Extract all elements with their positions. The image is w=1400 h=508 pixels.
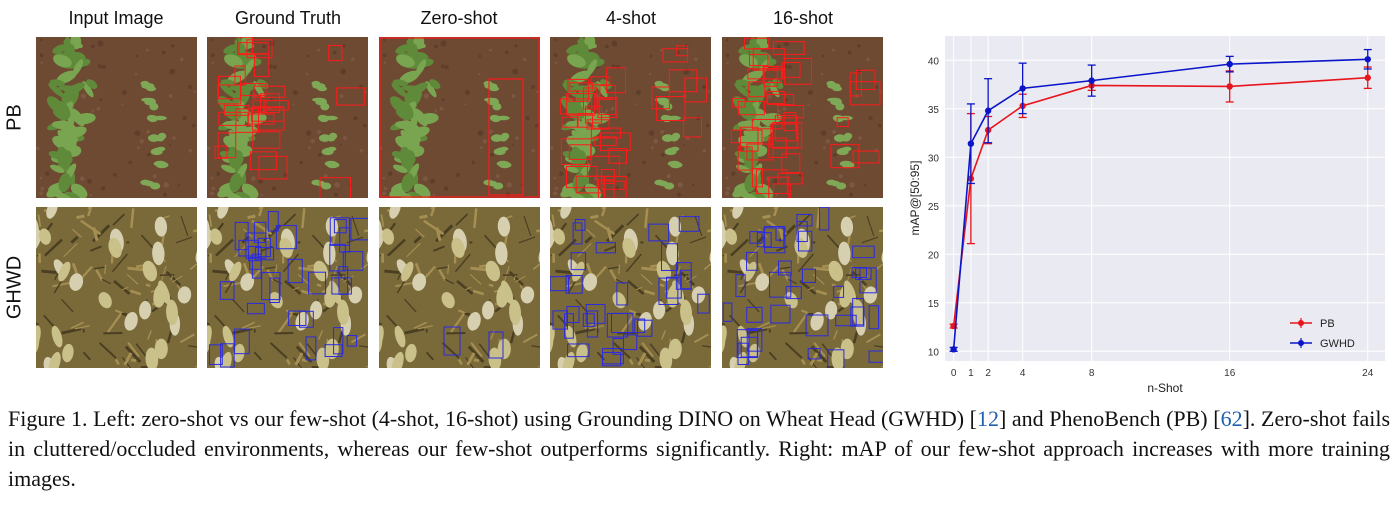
citation-link-62[interactable]: 62: [1220, 406, 1243, 431]
column-title-4-shot: 4-shot: [605, 8, 657, 28]
legend-marker: [1298, 340, 1304, 346]
ghwd-tile-four: [550, 207, 711, 368]
pb-tile-sixteen: [722, 37, 883, 198]
series-layer: [949, 48, 1372, 353]
ghwd-tile-zero: [379, 207, 540, 368]
column-title-input: Input Image: [68, 8, 164, 28]
data-point: [1226, 60, 1233, 68]
data-point: [1364, 56, 1371, 63]
ghwd-tile-gt: [207, 207, 368, 368]
row-label-pb: PB: [3, 104, 26, 131]
x-tick-label: 0: [951, 368, 957, 379]
caption-text-1: Figure 1. Left: zero-shot vs our few-sho…: [8, 406, 977, 431]
data-point: [1364, 74, 1371, 81]
y-tick-label: 35: [928, 105, 940, 116]
pb-tile-none: [36, 37, 197, 198]
caption-text-2: ] and PhenoBench (PB) [: [998, 406, 1221, 431]
data-point: [950, 346, 957, 353]
data-point: [1226, 83, 1233, 90]
y-tick-label: 30: [928, 153, 940, 164]
series-gwhd: [949, 48, 1372, 353]
x-tick-label: 16: [1224, 368, 1236, 379]
plot-area: [945, 36, 1385, 361]
legend: PB GWHD: [1290, 318, 1355, 350]
y-axis-label: mAP@[50:95]: [908, 161, 922, 236]
caption-text-3: ]. Zero-shot fails in cluttered/occluded…: [8, 406, 1391, 491]
x-tick-label: 2: [985, 368, 991, 379]
x-axis-label: n-Shot: [1147, 381, 1183, 395]
data-point: [984, 107, 992, 114]
pb-tile-four: [550, 37, 711, 198]
y-tick-label: 10: [928, 347, 940, 358]
data-point: [967, 140, 975, 147]
x-tick-label: 8: [1089, 368, 1095, 379]
y-tick-label: 25: [928, 202, 940, 213]
data-point: [1019, 85, 1026, 92]
ghwd-tile-sixteen: [722, 207, 883, 368]
column-title-ground-truth: Ground Truth: [234, 8, 342, 28]
y-tick-label: 20: [928, 250, 940, 261]
x-tick-label: 24: [1362, 368, 1374, 379]
y-tick-label: 40: [928, 56, 940, 67]
column-title-16-shot: 16-shot: [772, 8, 834, 28]
legend-label: GWHD: [1320, 338, 1355, 350]
row-label-ghwd: GHWD: [3, 255, 26, 320]
y-tick-label: 15: [928, 299, 940, 310]
x-tick-label: 4: [1020, 368, 1026, 379]
data-point: [1088, 77, 1095, 84]
x-tick-label: 1: [968, 368, 974, 379]
figure-caption: Figure 1. Left: zero-shot vs our few-sho…: [8, 404, 1390, 494]
legend-marker: [1298, 320, 1304, 326]
ghwd-tile-none: [36, 207, 197, 368]
pb-tile-zero: [379, 37, 540, 198]
legend-label: PB: [1320, 318, 1335, 330]
citation-link-12[interactable]: 12: [976, 406, 999, 431]
pb-tile-gt: [207, 37, 368, 198]
column-title-zero-shot: Zero-shot: [420, 8, 498, 28]
